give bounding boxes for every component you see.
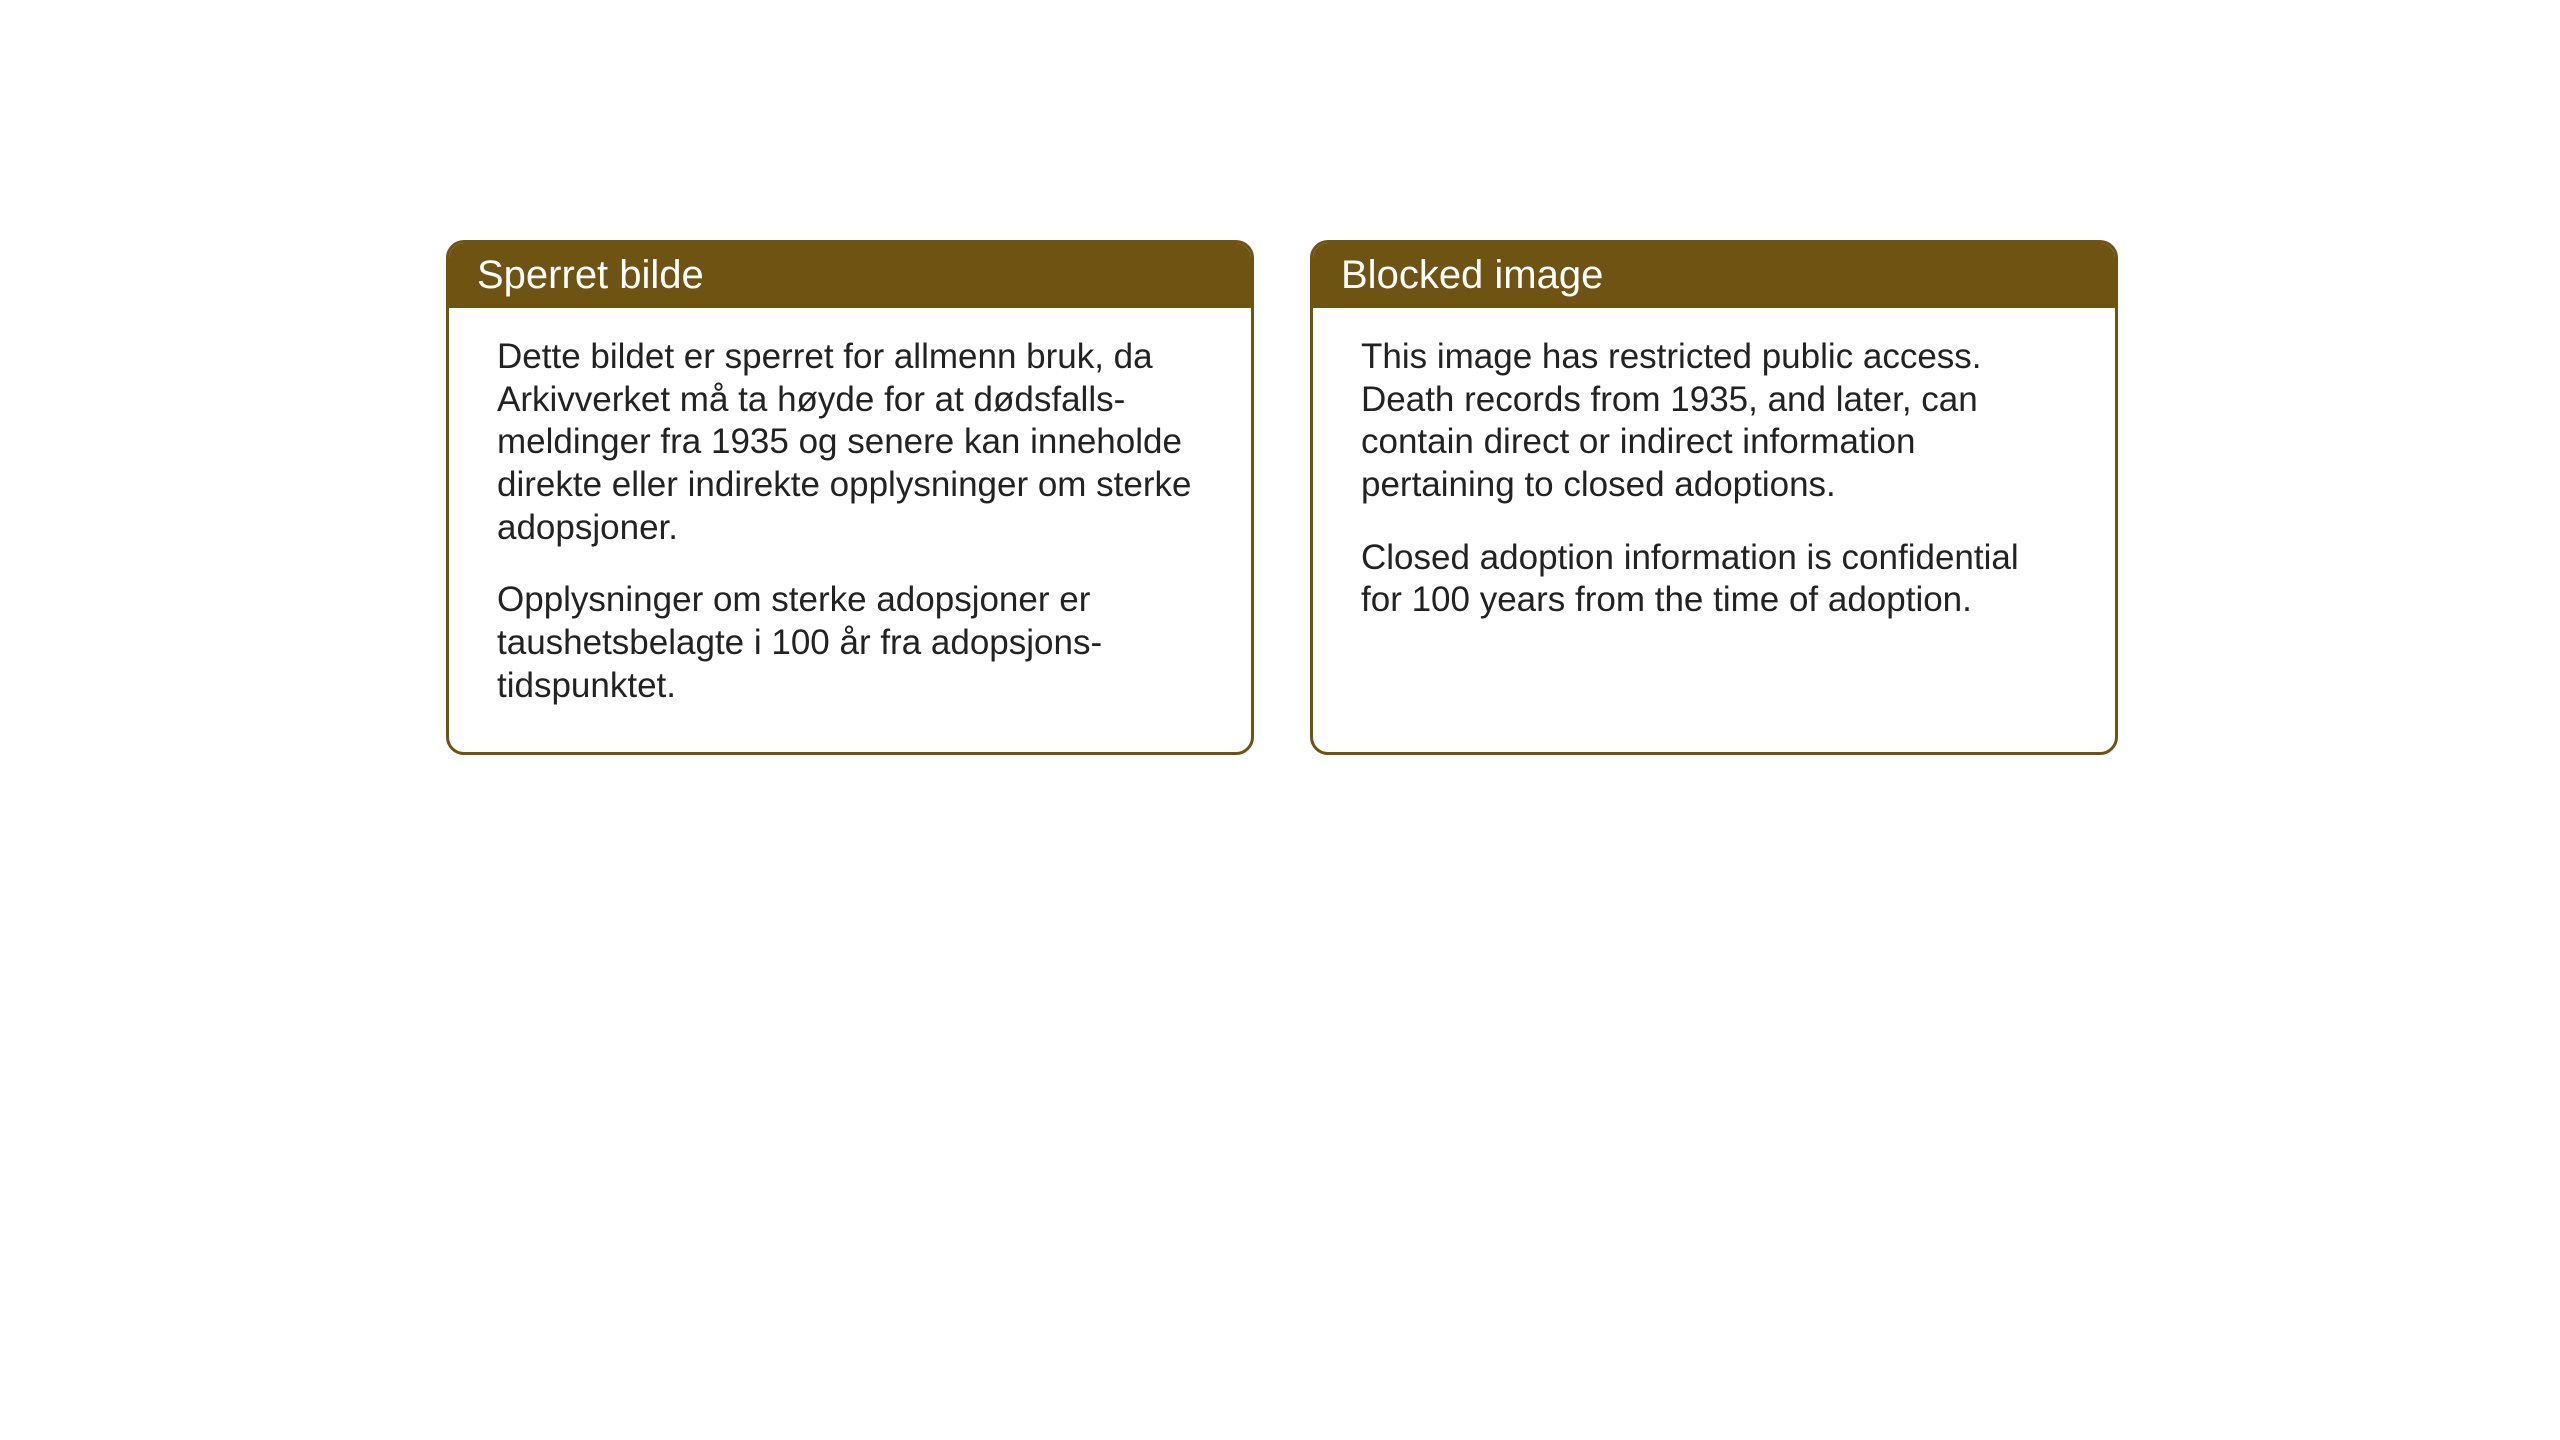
notice-paragraph: This image has restricted public access.…: [1361, 336, 2067, 507]
notice-panel-norwegian: Sperret bilde Dette bildet er sperret fo…: [446, 240, 1254, 755]
panel-body-english: This image has restricted public access.…: [1313, 308, 2115, 750]
panel-header-norwegian: Sperret bilde: [449, 243, 1251, 308]
notice-paragraph: Closed adoption information is confident…: [1361, 537, 2067, 622]
notice-container: Sperret bilde Dette bildet er sperret fo…: [446, 240, 2118, 755]
notice-panel-english: Blocked image This image has restricted …: [1310, 240, 2118, 755]
notice-paragraph: Dette bildet er sperret for allmenn bruk…: [497, 336, 1203, 549]
panel-body-norwegian: Dette bildet er sperret for allmenn bruk…: [449, 308, 1251, 752]
panel-header-english: Blocked image: [1313, 243, 2115, 308]
notice-paragraph: Opplysninger om sterke adopsjoner er tau…: [497, 579, 1203, 707]
